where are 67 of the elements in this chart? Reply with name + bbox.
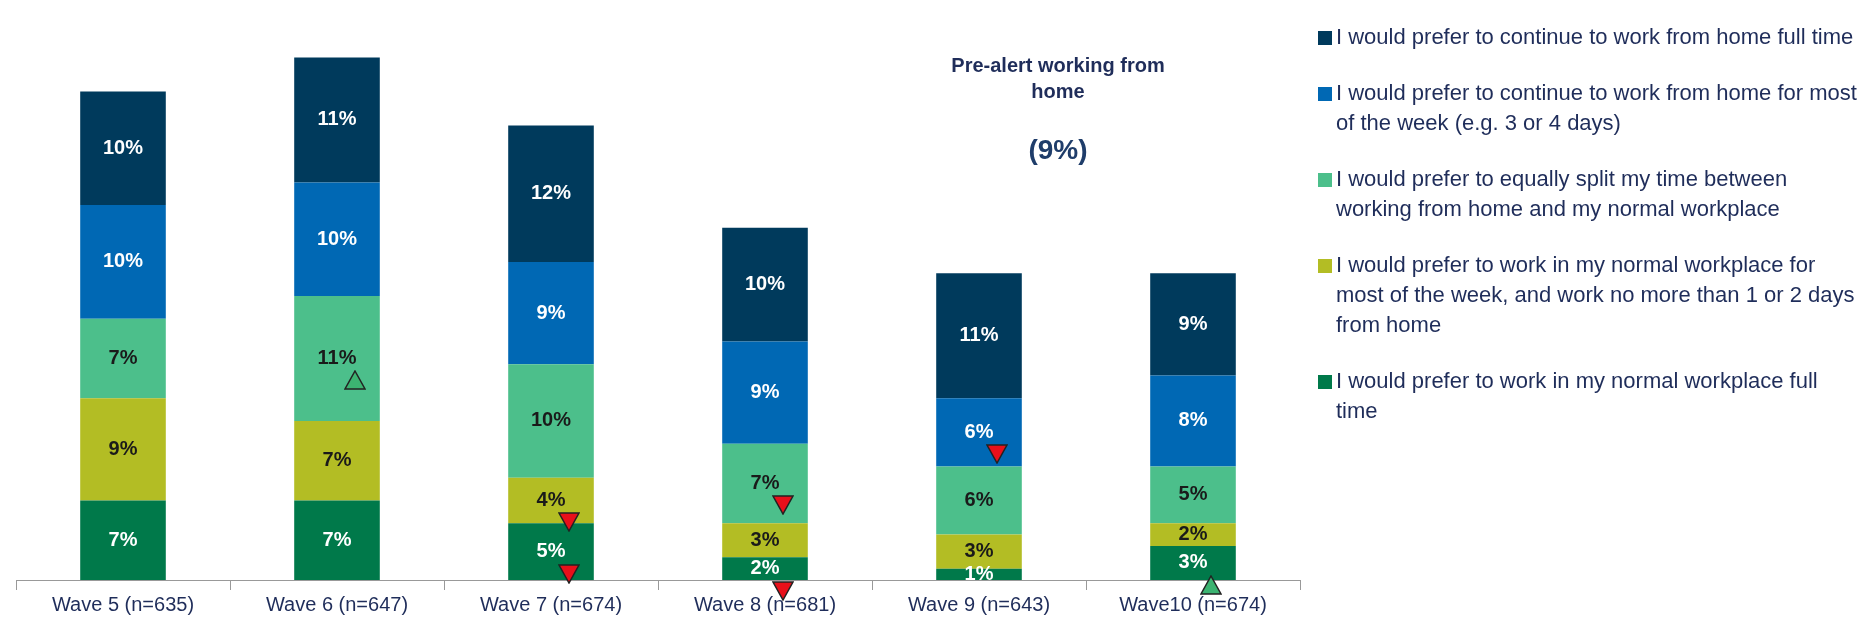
data-label: 5% [1178, 482, 1208, 505]
data-label: 10% [530, 408, 572, 431]
bar [1150, 466, 1236, 524]
data-label: 9% [536, 300, 566, 323]
bar [722, 523, 808, 558]
bar [722, 227, 808, 342]
bar [80, 318, 166, 399]
bar [294, 420, 380, 501]
x-tick-label: Wave 5 (n=635) [51, 592, 195, 615]
data-label: 10% [744, 272, 786, 295]
bar [936, 466, 1022, 535]
bar [294, 57, 380, 183]
bar [294, 500, 380, 580]
x-tick-label: Wave10 (n=674) [1119, 592, 1267, 615]
bar [508, 261, 594, 365]
data-label: 2% [750, 556, 780, 579]
data-label: 9% [1178, 311, 1208, 334]
data-label: 11% [959, 323, 999, 346]
data-label: 4% [536, 488, 566, 510]
bar [80, 205, 166, 319]
bar [936, 398, 1022, 467]
data-label: 9% [750, 380, 780, 403]
data-label: 8% [1178, 408, 1208, 431]
legend-label: I would prefer to equally split my time between working from home and my normal workplace [1336, 165, 1789, 223]
bar [294, 182, 380, 296]
bar [1150, 273, 1236, 376]
x-tick-label: Wave 9 (n=643) [907, 592, 1051, 615]
data-label: 3% [964, 539, 994, 562]
data-label: 7% [322, 527, 352, 550]
data-label: 7% [750, 470, 780, 493]
data-label: 11% [317, 346, 357, 368]
data-label: 7% [322, 448, 352, 471]
legend-label: I would prefer to continue to work from home for most of the week (e.g. 3 or 4 days) [1336, 79, 1858, 137]
data-label: 10% [316, 226, 358, 249]
data-label: 2% [1178, 522, 1208, 545]
bar [1150, 375, 1236, 467]
data-label: 9% [108, 436, 138, 459]
bar [508, 523, 594, 580]
annotation: Pre-alert working from home [950, 53, 1166, 104]
bar [1150, 545, 1236, 580]
bar [508, 364, 594, 478]
data-label: 10% [102, 135, 144, 158]
x-tick-label: Wave 7 (n=674) [479, 592, 623, 615]
bar [722, 443, 808, 524]
x-tick-label: Wave 8 (n=681) [693, 592, 837, 615]
data-label: 7% [108, 346, 138, 368]
data-label: 3% [1178, 550, 1208, 573]
data-label: 5% [536, 539, 566, 562]
data-label: 6% [964, 419, 994, 442]
legend-label: I would prefer to work in my normal workplace full time [1336, 367, 1819, 425]
x-tick-label: Wave 6 (n=647) [265, 592, 409, 615]
bar [80, 398, 166, 501]
bar [722, 341, 808, 444]
annotation: (9%) [1027, 134, 1089, 166]
data-label: 7% [108, 527, 138, 550]
data-label: 6% [964, 488, 994, 510]
data-label: 12% [530, 181, 572, 204]
data-label: 11% [317, 107, 357, 130]
data-label: 10% [102, 249, 144, 272]
legend-label: I would prefer to work in my normal workplace for most of the week, and work no more than 1 or 2 days from home [1336, 251, 1856, 339]
data-label: 3% [750, 527, 780, 550]
bar [80, 500, 166, 580]
bar [936, 273, 1022, 399]
bar [80, 91, 166, 206]
legend-label: I would prefer to continue to work from home full time [1336, 23, 1854, 51]
bar [294, 296, 380, 421]
bar [508, 125, 594, 262]
